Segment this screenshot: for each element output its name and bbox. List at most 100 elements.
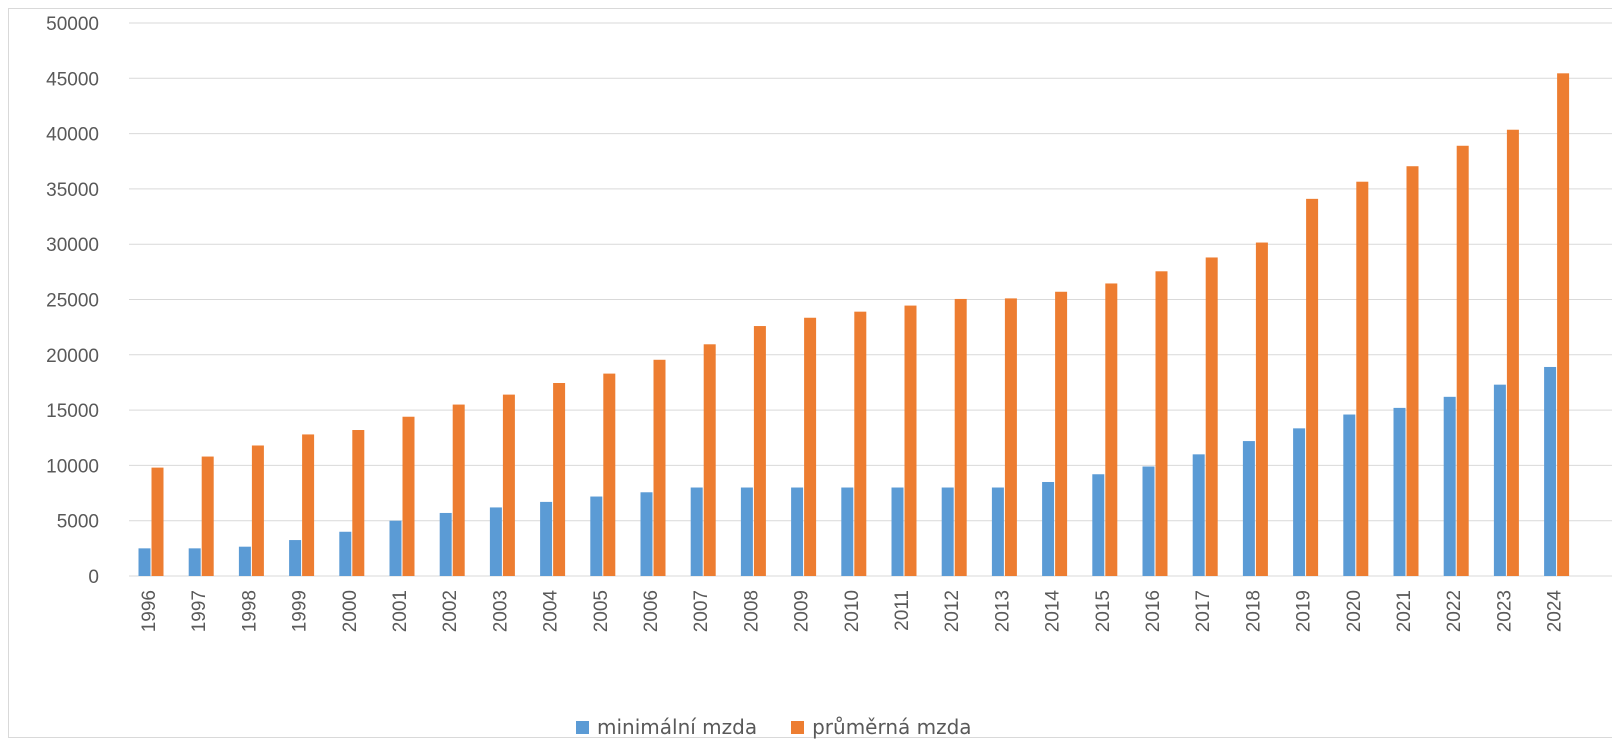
y-tick-label-15000: 15000 <box>46 401 99 422</box>
x-tick-label-2023: 2023 <box>1494 590 1515 632</box>
bar-avg-2011 <box>904 305 917 576</box>
bar-min-2002 <box>439 512 452 576</box>
bar-min-2023 <box>1493 384 1506 576</box>
x-tick-label-2006: 2006 <box>641 590 662 632</box>
y-tick-label-30000: 30000 <box>46 235 99 256</box>
bar-avg-2018 <box>1255 242 1268 576</box>
legend-swatch-min <box>576 720 589 734</box>
bar-min-2011 <box>891 487 904 576</box>
bar-min-2021 <box>1393 407 1406 576</box>
bar-min-2014 <box>1042 481 1055 576</box>
bar-avg-2006 <box>653 359 666 576</box>
bar-min-2005 <box>590 496 603 576</box>
bar-min-2009 <box>791 487 804 576</box>
x-tick-label-2024: 2024 <box>1545 590 1566 633</box>
y-tick-label-20000: 20000 <box>46 346 99 367</box>
bar-min-2012 <box>941 487 954 576</box>
bar-min-2024 <box>1544 366 1557 576</box>
x-tick-label-2008: 2008 <box>741 590 762 632</box>
bar-min-2016 <box>1142 466 1155 576</box>
bar-min-2018 <box>1242 441 1255 576</box>
x-tick-label-2012: 2012 <box>942 590 963 632</box>
x-tick-label-1999: 1999 <box>290 590 311 632</box>
bar-avg-2023 <box>1506 129 1519 576</box>
bar-avg-2013 <box>1004 298 1017 576</box>
x-tick-label-2004: 2004 <box>541 590 562 633</box>
bar-min-1997 <box>188 548 201 576</box>
x-tick-label-2021: 2021 <box>1394 590 1415 632</box>
bar-min-1999 <box>289 540 302 576</box>
bar-min-2004 <box>540 501 553 576</box>
bar-avg-1998 <box>251 445 264 576</box>
legend-item-min: minimální mzda <box>576 715 757 739</box>
bar-avg-1999 <box>302 434 315 576</box>
bar-min-2017 <box>1192 454 1205 576</box>
bar-avg-2012 <box>954 298 967 576</box>
x-tick-label-2000: 2000 <box>340 590 361 632</box>
bar-avg-2021 <box>1406 166 1419 577</box>
x-tick-label-2011: 2011 <box>892 590 913 631</box>
bar-avg-2014 <box>1055 291 1068 576</box>
bar-avg-2016 <box>1155 271 1168 576</box>
bar-avg-2004 <box>553 383 566 576</box>
bar-avg-2017 <box>1205 257 1218 576</box>
bar-avg-2015 <box>1105 283 1118 576</box>
x-tick-label-2005: 2005 <box>591 590 612 632</box>
bar-avg-2010 <box>854 311 867 576</box>
y-tick-label-40000: 40000 <box>46 125 99 146</box>
y-tick-label-10000: 10000 <box>46 456 99 477</box>
legend-swatch-avg <box>791 720 805 734</box>
bar-avg-1997 <box>201 456 214 576</box>
bar-min-2007 <box>690 487 703 576</box>
bar-avg-2007 <box>703 344 716 576</box>
bar-avg-2005 <box>603 373 616 576</box>
x-tick-label-2002: 2002 <box>440 590 461 632</box>
y-tick-label-5000: 5000 <box>57 512 99 533</box>
chart-frame: 0 5000 10000 15000 20000 25000 30000 35000 40000… <box>8 8 1612 739</box>
bar-min-2000 <box>339 531 352 576</box>
x-tick-label-2020: 2020 <box>1344 590 1365 632</box>
bar-min-1996 <box>138 548 151 576</box>
x-tick-label-2009: 2009 <box>792 590 813 632</box>
bar-avg-2022 <box>1456 145 1469 577</box>
bar-avg-1996 <box>151 467 164 576</box>
x-tick-label-2015: 2015 <box>1093 590 1114 632</box>
x-tick-label-2017: 2017 <box>1193 590 1214 632</box>
bar-avg-2000 <box>352 430 365 576</box>
bar-min-2015 <box>1092 474 1105 576</box>
bar-chart: 0 5000 10000 15000 20000 25000 30000 35000 40000… <box>46 14 1612 633</box>
x-tick-label-2013: 2013 <box>992 590 1013 632</box>
bar-min-2003 <box>489 507 502 576</box>
y-tick-label-45000: 45000 <box>46 69 99 90</box>
y-tick-label-25000: 25000 <box>46 291 99 312</box>
y-tick-label-0: 0 <box>88 567 99 588</box>
bar-min-1998 <box>238 546 251 576</box>
x-tick-label-2022: 2022 <box>1444 590 1465 632</box>
x-tick-label-1997: 1997 <box>189 590 210 632</box>
bar-avg-2020 <box>1356 181 1369 576</box>
x-tick-label-2003: 2003 <box>490 590 511 632</box>
bar-avg-2001 <box>402 416 415 576</box>
bar-avg-2008 <box>753 326 766 576</box>
bar-min-2010 <box>841 487 854 576</box>
x-tick-label-2016: 2016 <box>1143 590 1164 632</box>
x-tick-label-2007: 2007 <box>691 590 712 632</box>
bar-min-2022 <box>1443 396 1456 576</box>
x-tick-label-2019: 2019 <box>1294 590 1315 632</box>
x-tick-label-2001: 2001 <box>390 590 411 632</box>
bar-min-2020 <box>1343 414 1356 576</box>
bar-min-2006 <box>640 492 653 576</box>
x-tick-label-1996: 1996 <box>139 590 160 632</box>
bar-min-2019 <box>1293 428 1306 576</box>
legend-label-avg: průměrná mzda <box>812 715 972 739</box>
bar-avg-2009 <box>804 317 817 576</box>
bar-avg-2024 <box>1557 73 1570 576</box>
legend-label-min: minimální mzda <box>597 715 758 739</box>
legend-item-avg: průměrná mzda <box>791 715 972 739</box>
y-tick-label-50000: 50000 <box>46 14 99 35</box>
bar-min-2013 <box>991 487 1004 576</box>
x-tick-label-2010: 2010 <box>842 590 863 632</box>
legend: minimální mzda průměrná mzda <box>576 715 1006 739</box>
bar-avg-2003 <box>502 394 515 576</box>
x-tick-label-1998: 1998 <box>239 590 260 632</box>
